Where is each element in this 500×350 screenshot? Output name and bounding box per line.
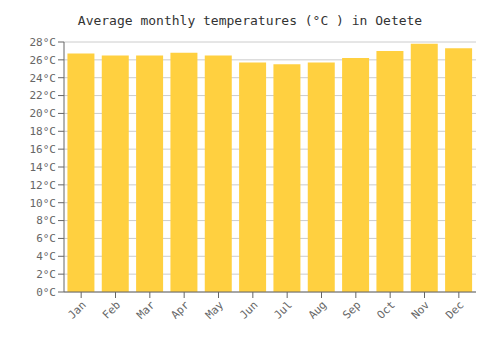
svg-text:Dec: Dec — [443, 298, 466, 321]
html-text:Average monthly temperatures (: Average monthly temperatures (°C ) in Oe… — [77, 13, 423, 28]
svg-text:10°C: 10°C — [30, 197, 57, 210]
svg-text:18°C: 18°C — [30, 125, 57, 138]
svg-text:24°C: 24°C — [30, 72, 57, 85]
svg-text:Mar: Mar — [134, 298, 158, 322]
svg-text:Aug: Aug — [306, 298, 329, 321]
svg-text:20°C: 20°C — [30, 107, 57, 120]
svg-text:Nov: Nov — [409, 298, 433, 322]
svg-text:Oct: Oct — [375, 298, 398, 321]
svg-text:4°C: 4°C — [36, 250, 56, 263]
svg-text:May: May — [203, 298, 227, 322]
svg-text:Feb: Feb — [100, 298, 123, 321]
svg-text:26°C: 26°C — [30, 54, 57, 67]
svg-text:0°C: 0°C — [36, 286, 56, 299]
svg-text:16°C: 16°C — [30, 143, 57, 156]
svg-text:22°C: 22°C — [30, 89, 57, 102]
svg-text:12°C: 12°C — [30, 179, 57, 192]
svg-text:2°C: 2°C — [36, 268, 56, 281]
svg-text:Jul: Jul — [272, 298, 295, 321]
svg-text:6°C: 6°C — [36, 232, 56, 245]
svg-text:28°C: 28°C — [30, 36, 57, 49]
svg-text:Sep: Sep — [340, 298, 363, 321]
svg-text:Jun: Jun — [237, 298, 260, 321]
svg-text:Apr: Apr — [169, 298, 193, 322]
svg-text:Jan: Jan — [66, 298, 89, 321]
svg-text:8°C: 8°C — [36, 214, 56, 227]
svg-text:14°C: 14°C — [30, 161, 57, 174]
